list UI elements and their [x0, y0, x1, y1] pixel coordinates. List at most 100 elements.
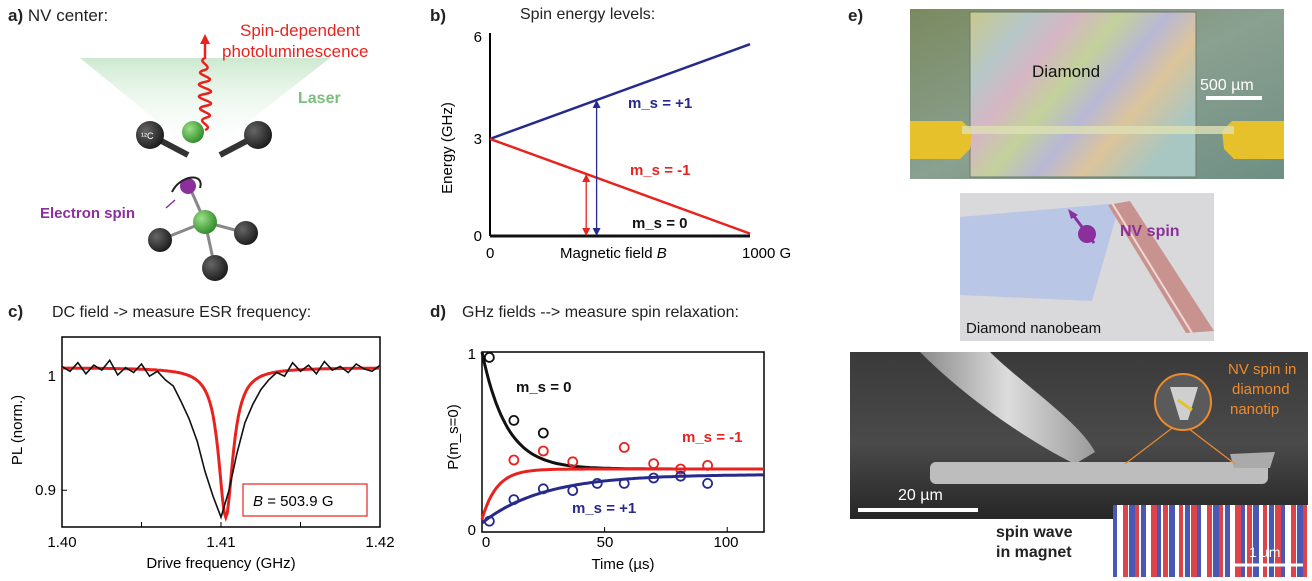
- esr-chart: PL (norm.) B = 503.9 G 1.40 1.41 1.42 1 …: [9, 336, 395, 572]
- b-xlabel: Magnetic field B: [560, 245, 667, 262]
- d-point: [508, 415, 520, 426]
- spin-wave-stripe: [1247, 505, 1252, 577]
- spin-wave-stripe: [1129, 505, 1135, 577]
- diamond-plate: [969, 11, 1197, 178]
- spin-wave-stripe: [1151, 505, 1157, 577]
- spin-wave-stripe: [1213, 505, 1219, 577]
- nanotip-sem: NV spin in diamond nanotip 20 µm: [850, 352, 1308, 519]
- d-xtick-0: 0: [482, 534, 490, 551]
- panel-a-label: a) NV center:: [8, 6, 109, 25]
- scale2-label: 20 µm: [898, 487, 943, 504]
- diamond-micrograph: Diamond 500 µm: [910, 9, 1284, 179]
- nanotip-label-3: nanotip: [1230, 401, 1279, 418]
- panel-b-title: Spin energy levels:: [520, 6, 656, 23]
- nv-spin-label: NV spin: [1120, 223, 1180, 240]
- nanotip-label-1: NV spin in: [1228, 361, 1296, 378]
- laser-label: Laser: [298, 90, 341, 107]
- relaxation-chart: P(m_s=0) m_s = 0 m_s = -1 m_s = +1 0 50 …: [445, 346, 765, 573]
- spin-wave-stripe: [1263, 505, 1267, 577]
- c-xtick-1: 1.41: [206, 534, 235, 551]
- cantilever-tip: [920, 352, 1095, 464]
- spin-wave-stripe: [1303, 505, 1307, 577]
- panel-e-label: e): [848, 6, 864, 25]
- d-point: [537, 427, 549, 439]
- panel-c-title: DC field -> measure ESR frequency:: [52, 304, 312, 321]
- nanobeam-label: Diamond nanobeam: [966, 320, 1101, 337]
- panel-d-label: d): [430, 302, 447, 321]
- photo-label-2: photoluminescence: [222, 42, 368, 61]
- spin-wave-stripe: [1275, 505, 1281, 577]
- d-point: [483, 352, 495, 363]
- spin-wave-stripe: [1241, 505, 1245, 577]
- b-ytick-6: 6: [474, 29, 482, 46]
- substrate-slab: [930, 462, 1268, 484]
- d-plot-frame: [481, 351, 765, 533]
- spin-wave-stripe: [1169, 505, 1175, 577]
- d-point: [567, 456, 579, 468]
- carbon-label: ¹²C: [141, 131, 154, 141]
- photo-label-1: Spin-dependent: [240, 21, 360, 40]
- d-xlabel: Time (µs): [591, 556, 654, 573]
- d-ytick-1: 1: [468, 346, 476, 363]
- spin-wave-stripe: [1157, 505, 1161, 577]
- d-point: [483, 515, 495, 527]
- spin-wave-stripe: [1269, 505, 1274, 577]
- gold-electrode-right: [1222, 121, 1284, 159]
- d-point: [675, 463, 687, 475]
- c-annotation: B = 503.9 G: [253, 493, 334, 510]
- b-series-line-1: [489, 137, 751, 235]
- c-ytick-1: 1: [48, 368, 56, 385]
- c-ylabel: PL (norm.): [9, 395, 26, 465]
- d-point: [648, 458, 660, 470]
- scale3-label: 1 µm: [1249, 544, 1280, 560]
- spin-wave-stripe: [1207, 505, 1212, 577]
- spin-wave-stripe: [1163, 505, 1168, 577]
- green-atom-lower: [193, 210, 217, 234]
- nanotip-label-2: diamond: [1232, 381, 1290, 398]
- d-label-plus1: m_s = +1: [572, 500, 636, 517]
- spinwave-label: spin wave in magnet: [996, 524, 1073, 561]
- d-label-zero: m_s = 0: [516, 379, 571, 396]
- d-point: [591, 477, 603, 489]
- photoluminescence-wave: [197, 42, 213, 132]
- spin-wave-stripe: [1135, 505, 1139, 577]
- carbon-atom: [136, 121, 164, 149]
- spin-wave-stripe: [1123, 505, 1128, 577]
- spin-wave-stripe: [1225, 505, 1230, 577]
- d-point: [537, 483, 549, 495]
- b-xtick-1000: 1000 G: [742, 245, 791, 262]
- d-fit-line-1: [480, 467, 764, 520]
- d-point: [567, 485, 579, 497]
- blue-substrate: [960, 203, 1120, 301]
- c-xtick-2: 1.42: [365, 534, 394, 551]
- scale1-label: 500 µm: [1200, 77, 1254, 94]
- spin-wave-stripe: [1235, 505, 1241, 577]
- laser-cone: [80, 58, 330, 148]
- b-label-plus1: m_s = +1: [628, 95, 692, 112]
- spin-wave-stripe: [1185, 505, 1190, 577]
- b-label-minus1: m_s = -1: [630, 162, 690, 179]
- d-point: [618, 477, 630, 489]
- spin-wave-stripe: [1191, 505, 1197, 577]
- d-ylabel: P(m_s=0): [445, 404, 462, 469]
- nanobeam-image: NV spin Diamond nanobeam: [960, 193, 1214, 341]
- spin-wave-stripe: [1179, 505, 1183, 577]
- electron-spin-dot: [180, 178, 196, 194]
- gold-electrode-left: [910, 121, 972, 159]
- d-point: [537, 445, 549, 457]
- spin-wave-stripe: [1253, 505, 1259, 577]
- spin-wave-stripe: [1141, 505, 1146, 577]
- b-ytick-0: 0: [474, 228, 482, 245]
- c-annotation-box: [242, 483, 368, 517]
- b-label-zero: m_s = 0: [632, 215, 687, 232]
- c-xlabel: Drive frequency (GHz): [146, 555, 295, 572]
- spin-wave-stripe: [1297, 505, 1303, 577]
- d-xtick-100: 100: [713, 534, 738, 551]
- d-ytick-0: 0: [468, 522, 476, 539]
- c-data-line: [61, 358, 381, 520]
- energy-levels-chart: Energy (GHz) 6 3 0 0 1000 G Magnetic fie…: [439, 29, 791, 262]
- spin-wave-stripe: [1113, 505, 1117, 577]
- d-point: [508, 454, 520, 466]
- d-point: [675, 470, 687, 482]
- b-series-line-0: [489, 42, 751, 141]
